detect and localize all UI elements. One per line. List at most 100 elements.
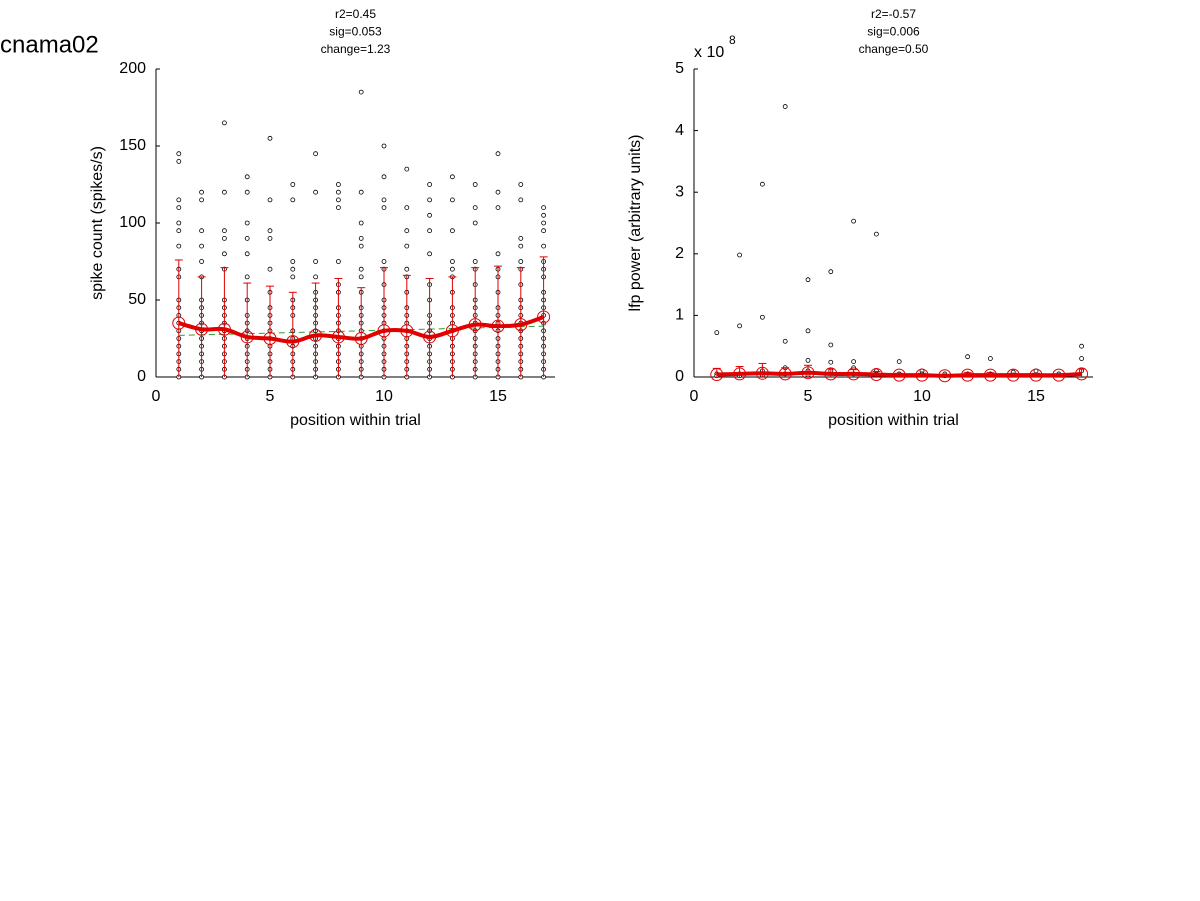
mean-marker [377,324,391,338]
mean-marker [331,330,345,344]
mean-marker [286,335,300,349]
title-line: change=1.23 [321,42,391,56]
data-point [267,197,273,203]
data-point [782,104,788,109]
data-point [404,166,410,172]
mean-marker [778,367,792,381]
data-point [358,274,364,280]
data-point [495,205,501,211]
mean-marker [869,368,883,382]
data-point [290,197,296,203]
data-point [805,328,811,334]
mean-marker [195,322,209,336]
data-point [358,220,364,226]
data-point [176,228,182,234]
y-tick-label: 1 [675,307,684,324]
data-point [244,189,250,195]
y-axis-label: lfp power (arbitrary units) [627,135,644,312]
y-tick-label: 0 [675,368,684,385]
data-point [427,182,433,187]
mean-marker [710,368,724,382]
data-point [176,220,182,226]
y-axis-label: spike count (spikes/s) [89,146,106,300]
mean-marker [892,368,906,382]
mean-marker [733,367,747,381]
data-point [541,212,546,218]
x-tick-label: 5 [804,388,813,405]
title-line: change=0.50 [859,42,929,56]
data-point [221,228,227,234]
data-point [472,220,478,226]
data-point [358,266,364,272]
x-tick-label: 0 [690,388,699,405]
data-point [290,182,296,187]
data-point [358,189,364,195]
mean-marker [847,367,861,381]
data-point [290,274,296,280]
mean-marker [172,316,186,330]
data-point [244,251,250,257]
data-point [805,277,811,283]
axes: r2=0.45 sig=0.053 change=1.23 0 50 100 150 200 0… [89,7,555,429]
mean-marker [755,366,769,380]
data-point [244,220,250,226]
data-point [805,357,811,363]
data-point [760,314,765,320]
data-point [244,274,250,280]
data-point [221,251,227,257]
data-point [199,189,205,195]
mean-marker [491,319,505,333]
title-line: r2=-0.57 [871,7,916,21]
data-point [244,174,250,180]
data-point [714,330,720,336]
mean-marker [961,368,975,382]
data-point [381,197,387,203]
mean-line [716,370,1082,378]
y-tick-label: 150 [119,137,146,154]
data-point [290,259,296,264]
title-line: sig=0.006 [867,25,920,39]
data-point [358,235,364,241]
data-point [221,120,227,126]
data-point [737,323,742,329]
data-point [1079,356,1084,361]
data-point [199,259,205,264]
data-point [176,205,182,211]
data-point [176,151,182,157]
data-point [518,182,524,187]
y-tick-label: 0 [137,368,146,385]
data-point [335,205,341,211]
data-point [313,189,319,195]
x-axis-label: position within trial [828,412,959,429]
data-point [335,197,341,203]
x-tick-label: 5 [266,388,275,405]
y-multiplier-exponent: 8 [729,33,736,47]
data-point [221,189,227,195]
data-point [404,205,410,211]
axes: r2=-0.57 sig=0.006 change=0.50 0 1 2 3 4 5 0 5 10 15… [627,7,1093,429]
mean-marker [263,332,277,345]
mean-marker [468,318,482,332]
data-point [472,259,478,264]
data-point [290,266,296,272]
data-point [988,356,993,361]
data-point [358,89,364,95]
data-point [518,259,524,264]
data-point [199,228,205,234]
data-point [267,235,273,241]
data-point [472,182,478,187]
data-point [176,197,182,203]
data-point [449,228,455,234]
data-point [335,182,341,187]
mean-marker [514,318,528,332]
data-point [518,197,524,203]
data-point [495,189,501,195]
data-point [221,235,227,241]
title-line: sig=0.053 [329,25,382,39]
mean-marker [915,368,929,382]
x-tick-label: 10 [375,388,393,405]
data-point [427,197,433,203]
mean-marker [537,310,551,324]
data-point [313,151,319,157]
y-tick-label: 3 [675,183,684,200]
